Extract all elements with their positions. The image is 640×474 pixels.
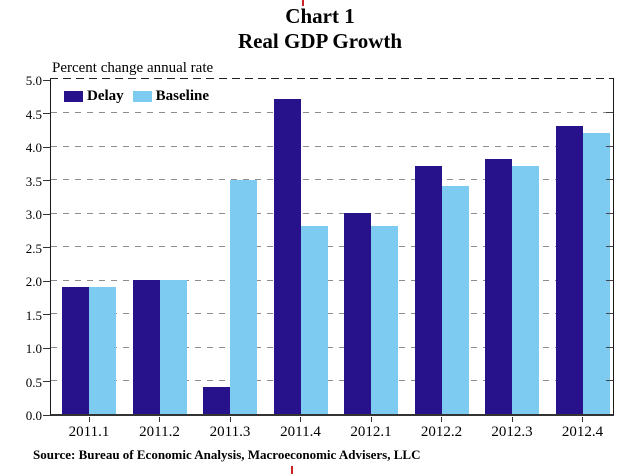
bar-delay-2012.4 (555, 125, 583, 414)
legend-swatch-delay (64, 91, 83, 102)
y-axis-tick-2.5 (43, 247, 50, 248)
bar-delay-2012.2 (414, 166, 442, 414)
legend-item-delay: Delay (64, 88, 124, 105)
y-tick-label-2.0: 2.0 (25, 274, 42, 289)
x-axis-tick-2012.3 (511, 417, 513, 422)
x-axis-tick-2011.4 (300, 417, 301, 422)
right-axis-tick-4.0 (606, 145, 613, 147)
bar-delay-2012.3 (485, 159, 512, 414)
right-axis-tick-3.5 (606, 179, 613, 180)
right-axis-tick-3.0 (606, 212, 613, 214)
y-tick-label-2.5: 2.5 (25, 240, 42, 256)
gridline-2.0 (51, 279, 613, 281)
bar-delay-2011.2 (132, 280, 160, 414)
red-cursor-mark-bottom (291, 466, 293, 474)
plot-area: Delay Baseline (50, 78, 614, 416)
chart-title-line2: Real GDP Growth (237, 29, 403, 53)
y-tick-label-4.0: 4.0 (25, 140, 42, 155)
gridline-1.0 (51, 346, 613, 348)
bar-baseline-2012.1 (371, 226, 398, 414)
y-axis-tick-4.5 (43, 113, 50, 114)
x-tick-label-2011.1: 2011.1 (68, 424, 110, 440)
y-axis-tick-3.0 (43, 213, 50, 215)
y-axis-tick-4.0 (43, 146, 50, 148)
x-tick-label-2011.2: 2011.2 (139, 424, 180, 440)
x-tick-label-2012.4: 2012.4 (561, 424, 604, 440)
y-axis-tick-5.0 (43, 79, 50, 81)
y-axis-caption: Percent change annual rate (52, 60, 214, 76)
gridline-4.0 (51, 145, 613, 147)
y-axis-tick-1.5 (43, 314, 50, 315)
bar-baseline-2011.2 (159, 280, 187, 414)
gridline-1.5 (51, 313, 613, 314)
bar-delay-2011.4 (273, 99, 301, 414)
bar-baseline-2011.1 (89, 286, 116, 414)
x-tick-label-2012.2: 2012.2 (420, 424, 463, 440)
y-tick-label-0.0: 0.0 (25, 408, 42, 423)
gridline-3.0 (51, 212, 613, 214)
bar-delay-2011.1 (62, 286, 89, 414)
bar-delay-2012.1 (344, 213, 371, 414)
x-tick-label-2011.3: 2011.3 (209, 424, 251, 440)
legend-label-baseline: Baseline (155, 88, 210, 104)
bar-baseline-2011.3 (230, 179, 257, 414)
legend: Delay Baseline (64, 88, 209, 105)
source-note: Source: Bureau of Economic Analysis, Mac… (33, 447, 421, 462)
plot-top-border (50, 78, 614, 79)
y-axis-tick-3.5 (43, 180, 50, 181)
y-axis-tick-1.0 (43, 347, 50, 349)
gridline-2.5 (51, 246, 613, 247)
bar-baseline-2011.4 (300, 226, 328, 414)
x-axis-tick-2011.3 (229, 417, 231, 422)
gridline-0.5 (51, 380, 613, 381)
y-tick-label-3.5: 3.5 (25, 173, 42, 189)
gridline-4.5 (51, 112, 613, 113)
legend-swatch-baseline (132, 91, 152, 102)
y-axis-tick-0.5 (43, 381, 50, 382)
right-axis-tick-2.0 (606, 279, 613, 281)
y-tick-label-5.0: 5.0 (25, 73, 42, 88)
x-tick-label-2011.4: 2011.4 (280, 424, 321, 440)
x-axis-tick-2012.1 (370, 417, 372, 422)
bar-baseline-2012.4 (582, 132, 610, 414)
x-axis-tick-2012.4 (582, 417, 583, 422)
y-tick-label-3.0: 3.0 (25, 207, 42, 222)
right-axis-tick-1.0 (606, 346, 613, 348)
bar-baseline-2012.2 (441, 186, 469, 414)
y-tick-label-1.5: 1.5 (25, 307, 42, 323)
chart-title-line1: Chart 1 (285, 4, 355, 28)
gridline-3.5 (51, 179, 613, 180)
right-axis-tick-1.5 (606, 313, 613, 314)
right-axis-tick-4.5 (606, 112, 613, 113)
right-axis-tick-2.5 (606, 246, 613, 247)
x-tick-label-2012.3: 2012.3 (491, 424, 533, 440)
x-axis-tick-2012.2 (441, 417, 442, 422)
x-tick-label-2012.1: 2012.1 (350, 424, 392, 440)
bar-baseline-2012.3 (512, 166, 539, 414)
y-axis-tick-2.0 (43, 280, 50, 282)
right-axis-tick-0.5 (606, 380, 613, 381)
x-axis-tick-2011.2 (159, 417, 160, 422)
legend-label-delay: Delay (87, 88, 124, 104)
y-axis-tick-0.0 (43, 414, 50, 416)
y-tick-label-4.5: 4.5 (25, 106, 42, 122)
legend-item-baseline: Baseline (132, 88, 210, 105)
y-tick-label-0.5: 0.5 (25, 374, 42, 390)
bar-delay-2011.3 (203, 387, 230, 414)
red-cursor-mark-top (302, 0, 304, 6)
x-axis-tick-2011.1 (88, 417, 90, 422)
y-tick-label-1.0: 1.0 (25, 341, 42, 356)
